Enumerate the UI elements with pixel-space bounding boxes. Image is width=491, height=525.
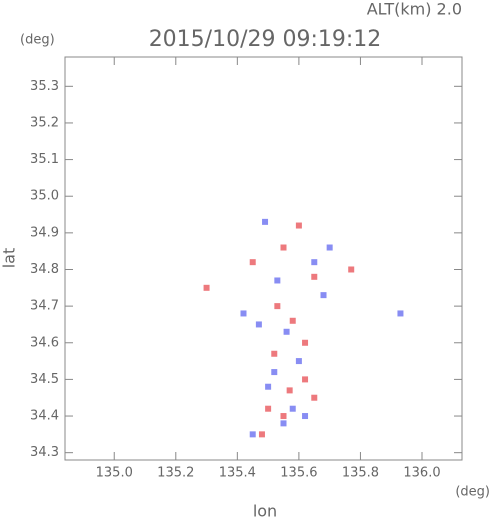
point [274,277,281,284]
point [326,244,333,251]
point [311,273,318,280]
x-unit: (deg) [455,485,490,500]
y-tick-label: 34.4 [30,409,59,424]
y-tick-label: 34.5 [30,372,59,387]
y-unit: (deg) [20,33,55,48]
point [289,405,296,412]
x-axis-label: lon [253,502,277,521]
point [348,266,355,273]
point [302,413,309,420]
y-tick-label: 34.7 [30,299,59,314]
point [258,431,265,438]
point [280,420,287,427]
point [240,310,247,317]
point [280,244,287,251]
point [280,413,287,420]
point [295,358,302,365]
point [295,222,302,229]
point [265,383,272,390]
x-tick-label: 135.2 [157,466,194,481]
point [311,259,318,266]
chart-title: 2015/10/29 09:19:12 [149,27,382,52]
y-axis-label: lat [0,248,19,269]
x-tick-label: 135.6 [280,466,317,481]
point [271,350,278,357]
point [274,303,281,310]
x-tick-label: 136.0 [403,466,440,481]
point [265,405,272,412]
y-tick-label: 34.3 [30,445,59,460]
point [283,328,290,335]
x-tick-label: 135.4 [219,466,256,481]
point [286,387,293,394]
point [320,292,327,299]
point [262,218,269,225]
y-tick-label: 34.6 [30,335,59,350]
y-tick-label: 35.0 [30,189,59,204]
altitude: ALT(km) 2.0 [367,0,462,19]
point [203,284,210,291]
y-tick-label: 34.8 [30,262,59,277]
point [302,339,309,346]
point [302,376,309,383]
y-tick-label: 35.2 [30,115,59,130]
point [249,431,256,438]
point [397,310,404,317]
point [255,321,262,328]
point [249,259,256,266]
point [289,317,296,324]
y-tick-label: 34.9 [30,225,59,240]
y-tick-label: 35.1 [30,152,59,167]
y-tick-label: 35.3 [30,79,59,94]
point [311,394,318,401]
x-tick-label: 135.8 [342,466,379,481]
point [271,369,278,376]
x-tick-label: 135.0 [96,466,133,481]
plot-frame [64,56,463,461]
